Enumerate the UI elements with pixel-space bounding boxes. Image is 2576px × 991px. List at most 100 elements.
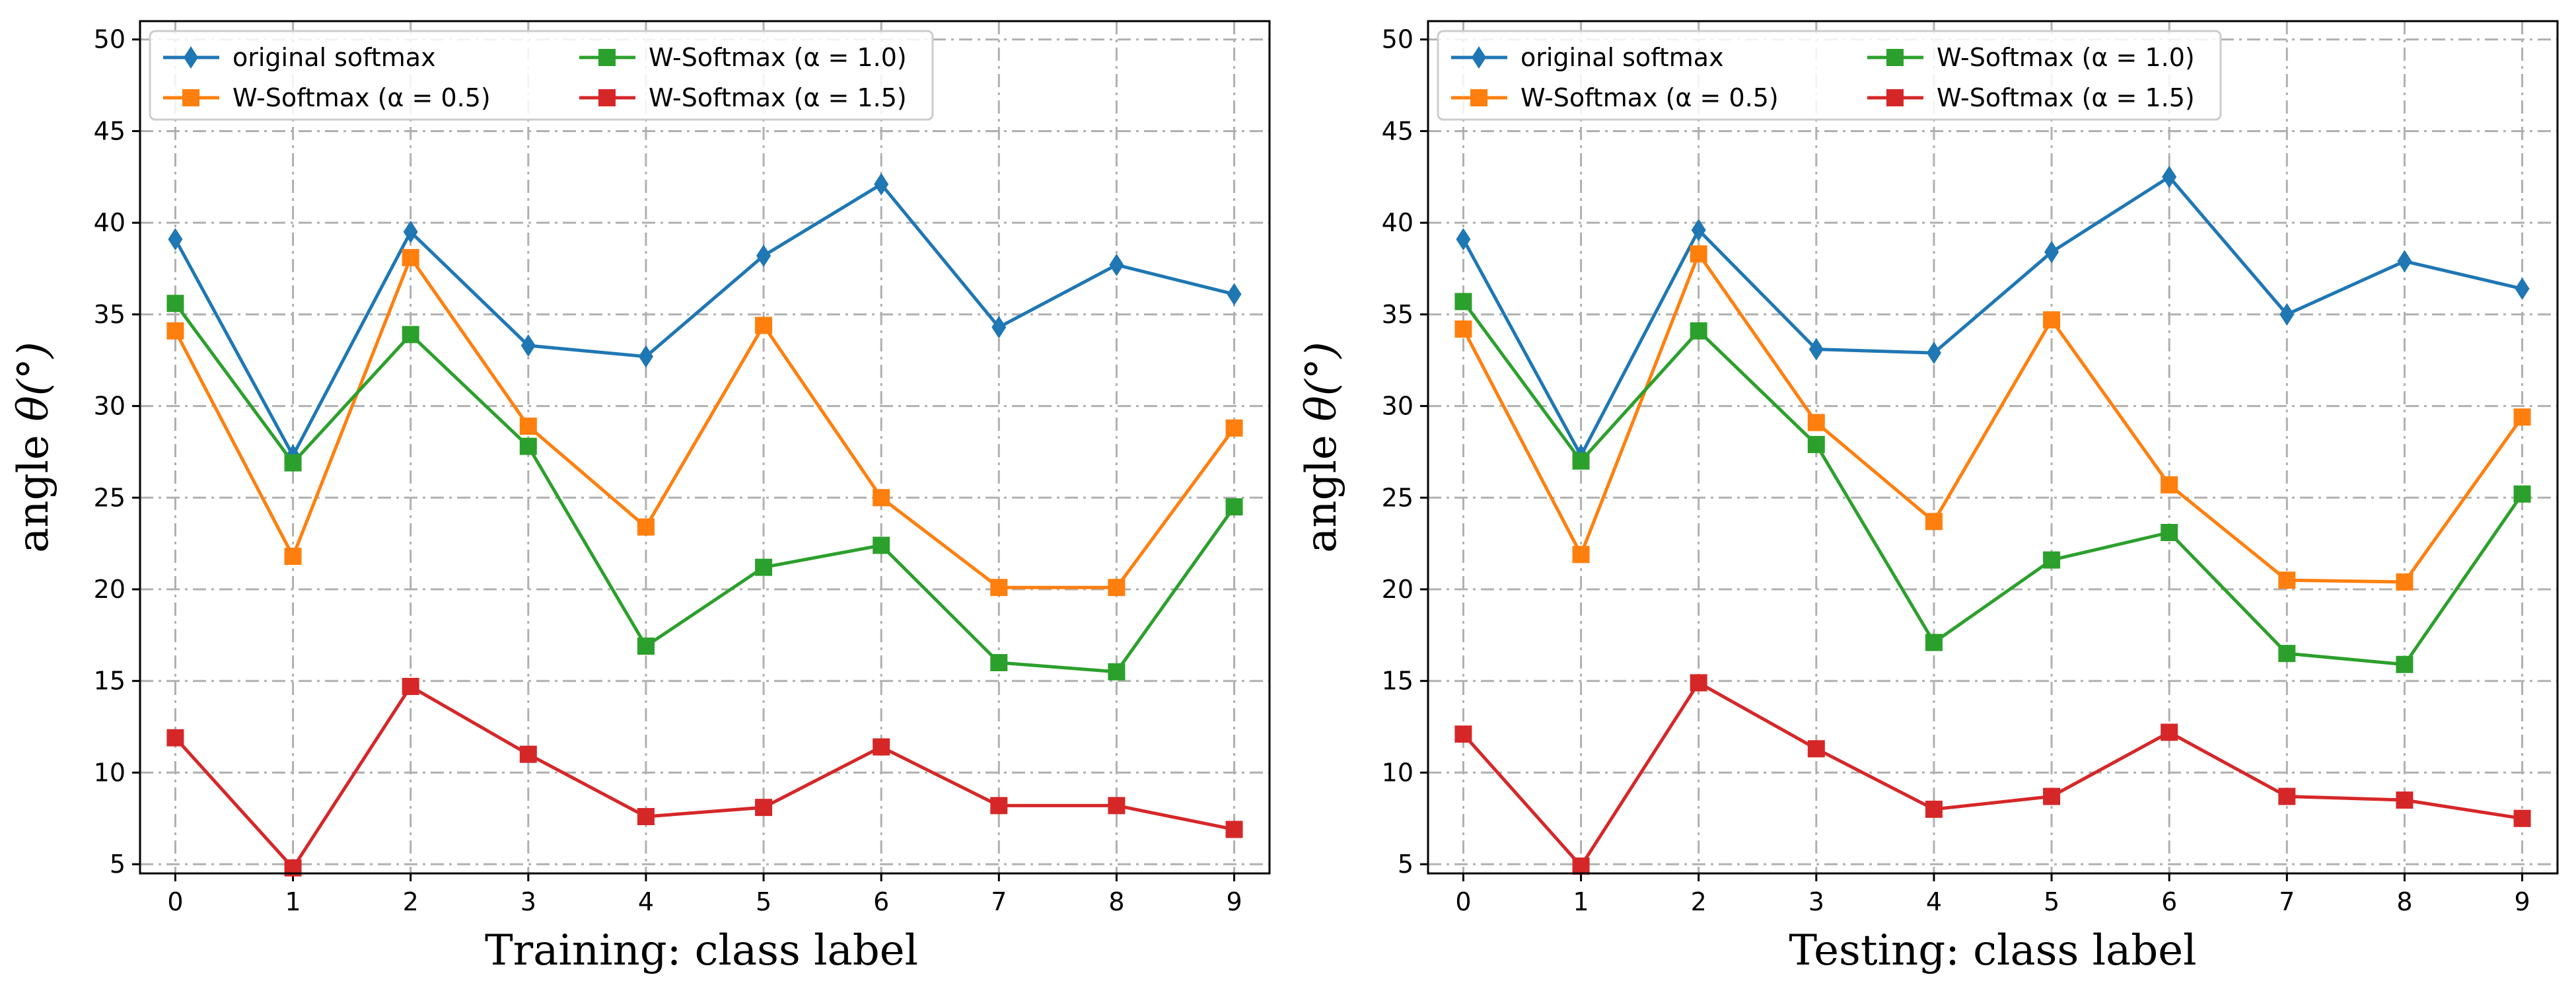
data-point-square — [402, 678, 419, 696]
legend-marker-square — [598, 49, 616, 66]
legend: original softmax W-Softmax (α = 0.5) W-Sof… — [1437, 30, 2222, 121]
y-tick-label: 40 — [1382, 208, 1413, 237]
x-tick-label: 5 — [756, 887, 771, 916]
y-tick-label: 5 — [110, 850, 125, 879]
data-point-square — [1572, 546, 1590, 564]
data-point-square — [637, 638, 655, 655]
data-point-diamond — [991, 316, 1007, 339]
legend-entry: W-Softmax (α = 1.5) — [579, 83, 907, 112]
legend-entry: W-Softmax (α = 1.0) — [1867, 43, 2195, 72]
data-point-diamond — [638, 345, 653, 368]
data-point-square — [166, 322, 184, 340]
data-point-square — [2043, 311, 2061, 329]
data-point-square — [990, 797, 1008, 815]
data-point-square — [873, 536, 890, 554]
y-axis-label: angle θ(°) — [9, 342, 58, 553]
y-tick-label: 25 — [94, 483, 125, 512]
data-point-square — [2396, 791, 2414, 809]
data-point-square — [166, 295, 184, 312]
legend-label: W-Softmax (α = 1.5) — [1937, 83, 2195, 112]
legend-label: W-Softmax (α = 1.0) — [1937, 43, 2195, 72]
data-point-diamond — [2279, 303, 2295, 326]
x-tick-label: 4 — [638, 887, 654, 916]
legend-label: W-Softmax (α = 0.5) — [1521, 83, 1779, 112]
x-tick-label: 4 — [1926, 887, 1942, 916]
data-point-square — [1454, 725, 1472, 743]
data-point-diamond — [756, 244, 771, 268]
y-tick-label: 35 — [94, 300, 125, 329]
data-point-diamond — [1109, 253, 1124, 276]
data-point-square — [755, 799, 773, 817]
x-tick-label: 1 — [1573, 887, 1589, 916]
series-line — [174, 684, 1235, 870]
series-2 — [166, 295, 1243, 680]
data-point-square — [519, 437, 537, 455]
data-point-diamond — [1691, 219, 1706, 242]
data-point-square — [990, 653, 1008, 671]
legend-marker-square — [1886, 89, 1904, 106]
data-point-square — [2396, 573, 2414, 591]
y-tick-label: 35 — [1382, 300, 1413, 329]
legend-label: W-Softmax (α = 0.5) — [233, 83, 491, 112]
data-point-square — [873, 489, 890, 507]
data-point-square — [1572, 857, 1590, 875]
y-tick-label: 20 — [94, 575, 125, 604]
series-line — [174, 256, 1236, 589]
data-point-square — [755, 316, 773, 334]
y-tick-label: 10 — [94, 758, 125, 787]
legend-marker-square — [1470, 89, 1487, 106]
data-point-square — [2513, 485, 2531, 503]
series-3 — [1454, 674, 2531, 875]
y-axis-label-symbol: θ(°) — [1297, 342, 1346, 421]
data-point-square — [1225, 821, 1243, 838]
y-tick-label: 15 — [1382, 667, 1413, 696]
data-point-square — [1690, 245, 1707, 263]
data-point-square — [637, 518, 655, 536]
data-point-square — [2278, 571, 2296, 589]
y-axis-label: angle θ(°) — [1297, 342, 1346, 553]
x-tick-label: 5 — [2044, 887, 2059, 916]
data-point-square — [2043, 788, 2061, 805]
data-point-square — [519, 418, 537, 435]
y-tick-label: 50 — [1382, 25, 1413, 54]
grid — [1428, 21, 2558, 873]
series-3 — [166, 678, 1243, 877]
legend-marker-diamond — [184, 46, 198, 69]
series-1 — [166, 248, 1243, 597]
data-point-square — [2043, 551, 2061, 569]
data-point-square — [1807, 414, 1825, 431]
data-point-diamond — [2162, 165, 2177, 188]
legend: original softmax W-Softmax (α = 0.5) W-Sof… — [149, 30, 934, 121]
legend-marker-square — [598, 89, 616, 106]
data-point-square — [1690, 322, 1707, 340]
legend-entry: original softmax — [1451, 43, 1724, 72]
y-tick-label: 5 — [1398, 850, 1413, 879]
legend-marker-diamond — [1472, 46, 1486, 69]
y-tick-label: 45 — [94, 116, 125, 145]
data-point-square — [1454, 320, 1472, 338]
data-point-square — [1108, 663, 1126, 680]
data-point-square — [1572, 452, 1590, 470]
data-point-square — [1225, 419, 1243, 437]
data-point-diamond — [2515, 277, 2530, 301]
legend-box — [1437, 30, 2222, 121]
legend-entry: W-Softmax (α = 1.5) — [1867, 83, 2195, 112]
data-point-square — [1925, 513, 1943, 531]
y-tick-label: 25 — [1382, 483, 1413, 512]
y-axis-label-prefix: angle — [9, 422, 58, 553]
series-line — [1462, 680, 2522, 868]
x-tick-label: 9 — [1226, 887, 1242, 916]
data-point-square — [402, 326, 419, 344]
legend-label: original softmax — [1521, 43, 1724, 72]
data-point-square — [284, 548, 302, 566]
legend-entry: W-Softmax (α = 0.5) — [1451, 83, 1779, 112]
series-0 — [168, 172, 1242, 467]
series-1 — [1454, 245, 2531, 591]
data-point-square — [402, 248, 419, 266]
y-axis-label-prefix: angle — [1297, 422, 1346, 553]
data-point-diamond — [1926, 342, 1941, 365]
x-tick-label: 7 — [2279, 887, 2295, 916]
